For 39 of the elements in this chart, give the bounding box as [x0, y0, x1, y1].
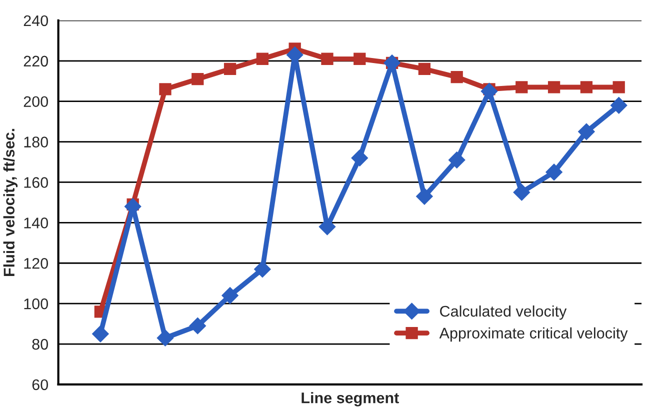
point — [256, 52, 269, 65]
y-axis-title: Fluid velocity, ft/sec. — [3, 128, 18, 276]
point — [612, 81, 625, 94]
point — [189, 317, 206, 334]
legend-label: Approximate critical velocity — [439, 327, 628, 342]
point — [448, 152, 466, 168]
y-tick-label: 180 — [24, 136, 48, 148]
y-tick-label: 220 — [24, 56, 48, 67]
point — [610, 97, 628, 114]
point — [516, 81, 528, 94]
point — [351, 150, 368, 166]
y-tick-label: 100 — [24, 298, 48, 310]
point — [254, 260, 271, 278]
x-axis-title: Line segment — [302, 392, 399, 406]
y-tick-label: 200 — [24, 96, 48, 108]
point — [354, 52, 366, 65]
y-tick-label: 60 — [32, 379, 48, 390]
point — [548, 81, 560, 94]
y-tick-label: 240 — [24, 15, 48, 26]
point — [578, 123, 595, 140]
point — [416, 188, 433, 205]
point — [156, 330, 174, 346]
point — [321, 52, 334, 65]
point — [159, 83, 172, 96]
y-tick-label: 160 — [24, 177, 48, 188]
y-tick-label: 140 — [24, 218, 48, 228]
point — [224, 62, 236, 76]
point — [546, 164, 562, 180]
point — [192, 73, 204, 86]
point — [513, 184, 530, 201]
point — [480, 82, 498, 100]
y-tick-label: 120 — [24, 258, 48, 269]
point — [418, 62, 431, 76]
point — [92, 326, 109, 342]
point — [580, 81, 593, 94]
point — [450, 71, 463, 84]
legend-label: Calculated velocity — [440, 305, 567, 320]
y-tick-label: 80 — [32, 338, 48, 350]
point — [222, 287, 238, 304]
